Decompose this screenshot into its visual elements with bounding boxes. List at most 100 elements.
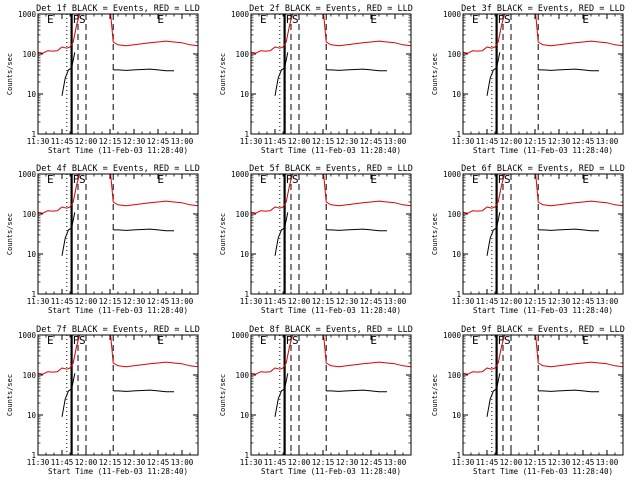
marker-label: E xyxy=(47,13,54,26)
series-line-events xyxy=(61,373,76,417)
panel-title: Det 9f BLACK = Events, RED = LLD xyxy=(461,325,625,335)
marker-label: S xyxy=(504,173,511,186)
series-line-lld xyxy=(251,14,294,54)
x-tick-label: 13:00 xyxy=(171,137,194,146)
x-tick-label: 13:00 xyxy=(171,297,194,306)
series-line-lld xyxy=(251,335,294,375)
x-tick-label: 12:00 xyxy=(500,297,523,306)
marker-label: E xyxy=(370,173,377,186)
x-tick-label: 13:00 xyxy=(596,297,619,306)
x-tick-label: 11:30 xyxy=(27,137,50,146)
series-line-lld xyxy=(38,335,81,375)
marker-label: E xyxy=(260,13,267,26)
panel-det-5: Det 5f BLACK = Events, RED = LLD 11:30 11:… xyxy=(219,164,413,315)
y-tick-label: 1000 xyxy=(443,331,462,340)
x-tick-label: 12:45 xyxy=(147,137,170,146)
y-tick-label: 1000 xyxy=(18,10,37,19)
x-tick-label: 13:00 xyxy=(596,137,619,146)
panel-det-1: Det 1f BLACK = Events, RED = LLD 11:30 11:… xyxy=(6,4,200,155)
x-tick-label: 12:00 xyxy=(500,458,523,467)
plot-frame xyxy=(250,13,412,135)
plot-data xyxy=(463,14,623,134)
marker-label: F xyxy=(73,334,80,347)
marker-label: S xyxy=(79,173,86,186)
series-line-lld xyxy=(38,174,81,214)
y-tick-label: 1000 xyxy=(231,331,250,340)
x-tick-label: 11:45 xyxy=(264,458,287,467)
panel-title: Det 6f BLACK = Events, RED = LLD xyxy=(461,164,625,174)
marker-label: E xyxy=(472,13,479,26)
y-tick-label: 100 xyxy=(447,371,461,380)
y-axis-label: Counts/sec xyxy=(431,53,439,95)
series-line-lld xyxy=(535,14,623,47)
x-tick-label: 11:45 xyxy=(264,297,287,306)
series-line-events xyxy=(274,52,289,96)
plot-frame xyxy=(37,334,199,456)
plot-data xyxy=(463,174,623,294)
y-axis-label: Counts/sec xyxy=(219,53,227,95)
series-line-lld xyxy=(535,335,623,368)
x-tick-label: 12:45 xyxy=(572,137,595,146)
x-tick-label: 12:15 xyxy=(312,137,335,146)
x-tick-label: 11:30 xyxy=(452,297,475,306)
series-line-lld xyxy=(323,335,411,368)
x-tick-label: 11:30 xyxy=(27,297,50,306)
y-tick-label: 1 xyxy=(456,290,461,299)
x-axis-label: Start Time (11-Feb-03 11:28:40) xyxy=(48,467,188,476)
y-tick-label: 1000 xyxy=(18,331,37,340)
series-line-events xyxy=(486,212,501,256)
marker-label: E xyxy=(47,334,54,347)
marker-label: F xyxy=(286,173,293,186)
y-tick-label: 1 xyxy=(31,130,36,139)
x-tick-label: 13:00 xyxy=(596,458,619,467)
x-tick-label: 11:30 xyxy=(452,458,475,467)
series-line-events xyxy=(113,228,174,232)
marker-label: F xyxy=(498,13,505,26)
marker-label: F xyxy=(286,334,293,347)
marker-label: S xyxy=(292,13,299,26)
x-tick-label: 11:30 xyxy=(27,458,50,467)
panel-det-3: Det 3f BLACK = Events, RED = LLD 11:30 11:… xyxy=(431,4,625,155)
x-tick-label: 12:30 xyxy=(548,458,571,467)
series-line-lld xyxy=(463,14,506,54)
plot-data xyxy=(251,335,411,455)
series-line-lld xyxy=(323,14,411,47)
x-tick-label: 12:00 xyxy=(288,458,311,467)
marker-label: E xyxy=(582,173,589,186)
x-axis-label: Start Time (11-Feb-03 11:28:40) xyxy=(261,146,401,155)
x-tick-label: 12:30 xyxy=(336,297,359,306)
y-tick-label: 1 xyxy=(31,290,36,299)
y-tick-label: 10 xyxy=(240,411,250,420)
marker-label: E xyxy=(582,334,589,347)
y-axis-label: Counts/sec xyxy=(431,374,439,416)
series-line-events xyxy=(274,212,289,256)
panel-title: Det 2f BLACK = Events, RED = LLD xyxy=(249,4,413,14)
marker-label: E xyxy=(472,173,479,186)
x-tick-label: 11:45 xyxy=(476,297,499,306)
x-tick-label: 11:45 xyxy=(51,297,74,306)
series-line-events xyxy=(486,373,501,417)
y-tick-label: 100 xyxy=(447,210,461,219)
series-line-events xyxy=(538,68,599,72)
series-line-lld xyxy=(110,14,198,47)
series-line-lld xyxy=(38,14,81,54)
y-tick-label: 100 xyxy=(22,210,36,219)
y-tick-label: 1000 xyxy=(443,170,462,179)
panel-det-6: Det 6f BLACK = Events, RED = LLD 11:30 11:… xyxy=(431,164,625,315)
plot-frame xyxy=(250,173,412,295)
y-tick-label: 10 xyxy=(27,250,37,259)
series-line-events xyxy=(538,389,599,393)
x-tick-label: 12:30 xyxy=(548,137,571,146)
series-line-events xyxy=(113,68,174,72)
marker-label: F xyxy=(73,173,80,186)
y-tick-label: 1 xyxy=(456,130,461,139)
x-tick-label: 12:45 xyxy=(572,297,595,306)
y-tick-label: 10 xyxy=(452,250,462,259)
y-tick-label: 10 xyxy=(452,411,462,420)
series-line-lld xyxy=(463,174,506,214)
marker-label: S xyxy=(504,334,511,347)
x-tick-label: 12:30 xyxy=(123,458,146,467)
y-axis-label: Counts/sec xyxy=(6,213,14,255)
x-tick-label: 12:15 xyxy=(99,297,122,306)
x-axis-label: Start Time (11-Feb-03 11:28:40) xyxy=(473,467,613,476)
